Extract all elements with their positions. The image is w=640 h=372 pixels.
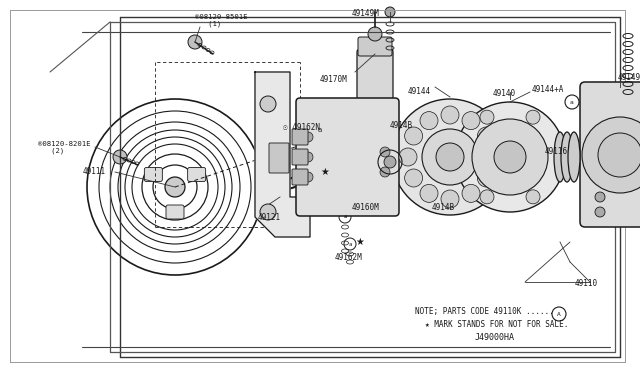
FancyBboxPatch shape (188, 167, 205, 182)
Text: ☉ 49162N: ☉ 49162N (283, 124, 320, 132)
Circle shape (260, 204, 276, 220)
Circle shape (462, 112, 480, 129)
FancyBboxPatch shape (292, 169, 308, 185)
Text: a: a (348, 241, 352, 247)
Circle shape (303, 132, 313, 142)
Circle shape (595, 192, 605, 202)
Circle shape (380, 147, 390, 157)
Circle shape (441, 190, 459, 208)
Circle shape (472, 119, 548, 195)
Text: (2): (2) (38, 148, 64, 154)
Text: 49144+A: 49144+A (532, 86, 564, 94)
Circle shape (441, 106, 459, 124)
Circle shape (165, 177, 185, 197)
Ellipse shape (561, 132, 573, 182)
Circle shape (392, 99, 508, 215)
Circle shape (480, 110, 494, 124)
FancyBboxPatch shape (296, 98, 399, 216)
Text: 49170M: 49170M (320, 74, 348, 83)
Ellipse shape (568, 132, 580, 182)
Text: a: a (570, 99, 574, 105)
Circle shape (404, 127, 422, 145)
FancyBboxPatch shape (292, 129, 308, 145)
Circle shape (526, 110, 540, 124)
Circle shape (494, 141, 526, 173)
Circle shape (404, 169, 422, 187)
Text: ®08120-8501E: ®08120-8501E (195, 14, 248, 20)
Text: 49149: 49149 (618, 73, 640, 81)
Text: 49162M: 49162M (335, 253, 363, 262)
Text: 49144: 49144 (408, 87, 431, 96)
Text: ★: ★ (321, 167, 330, 177)
Circle shape (399, 148, 417, 166)
Text: 49111: 49111 (83, 167, 106, 176)
FancyBboxPatch shape (357, 49, 393, 100)
Circle shape (113, 150, 127, 164)
Text: ®08120-8201E: ®08120-8201E (38, 141, 90, 147)
Text: 49110: 49110 (575, 279, 598, 289)
Text: 49140: 49140 (493, 90, 516, 99)
Text: 4914B: 4914B (432, 202, 455, 212)
Text: A: A (557, 311, 561, 317)
Circle shape (582, 117, 640, 193)
Circle shape (384, 156, 396, 168)
Text: (1): (1) (195, 21, 221, 27)
Polygon shape (255, 72, 310, 237)
Text: 49121: 49121 (258, 212, 281, 221)
Circle shape (303, 172, 313, 182)
Circle shape (380, 167, 390, 177)
Circle shape (422, 129, 478, 185)
Circle shape (483, 148, 501, 166)
Text: NOTE; PARTS CODE 49110K ......: NOTE; PARTS CODE 49110K ...... (415, 307, 554, 316)
Circle shape (477, 169, 495, 187)
Circle shape (595, 207, 605, 217)
Circle shape (260, 96, 276, 112)
Circle shape (420, 185, 438, 202)
FancyBboxPatch shape (358, 37, 392, 56)
FancyBboxPatch shape (292, 149, 308, 165)
FancyBboxPatch shape (145, 167, 163, 182)
FancyBboxPatch shape (580, 82, 640, 227)
Circle shape (188, 35, 202, 49)
Text: a: a (343, 215, 347, 219)
Text: 49160M: 49160M (352, 203, 380, 212)
Circle shape (598, 133, 640, 177)
Circle shape (368, 27, 382, 41)
FancyBboxPatch shape (269, 143, 289, 173)
Text: 49149M: 49149M (352, 10, 380, 19)
Circle shape (420, 112, 438, 129)
Text: ★: ★ (356, 237, 364, 247)
Circle shape (526, 190, 540, 204)
Circle shape (385, 7, 395, 17)
Text: ★ MARK STANDS FOR NOT FOR SALE.: ★ MARK STANDS FOR NOT FOR SALE. (425, 320, 568, 329)
Ellipse shape (554, 132, 566, 182)
Circle shape (455, 102, 565, 212)
Circle shape (480, 190, 494, 204)
Circle shape (477, 127, 495, 145)
Circle shape (436, 143, 464, 171)
Circle shape (462, 185, 480, 202)
Text: J49000HA: J49000HA (475, 333, 515, 342)
FancyBboxPatch shape (166, 205, 184, 219)
Text: a: a (318, 127, 322, 133)
Circle shape (303, 152, 313, 162)
Text: 4914B: 4914B (390, 121, 413, 129)
Text: 49116: 49116 (545, 148, 568, 157)
